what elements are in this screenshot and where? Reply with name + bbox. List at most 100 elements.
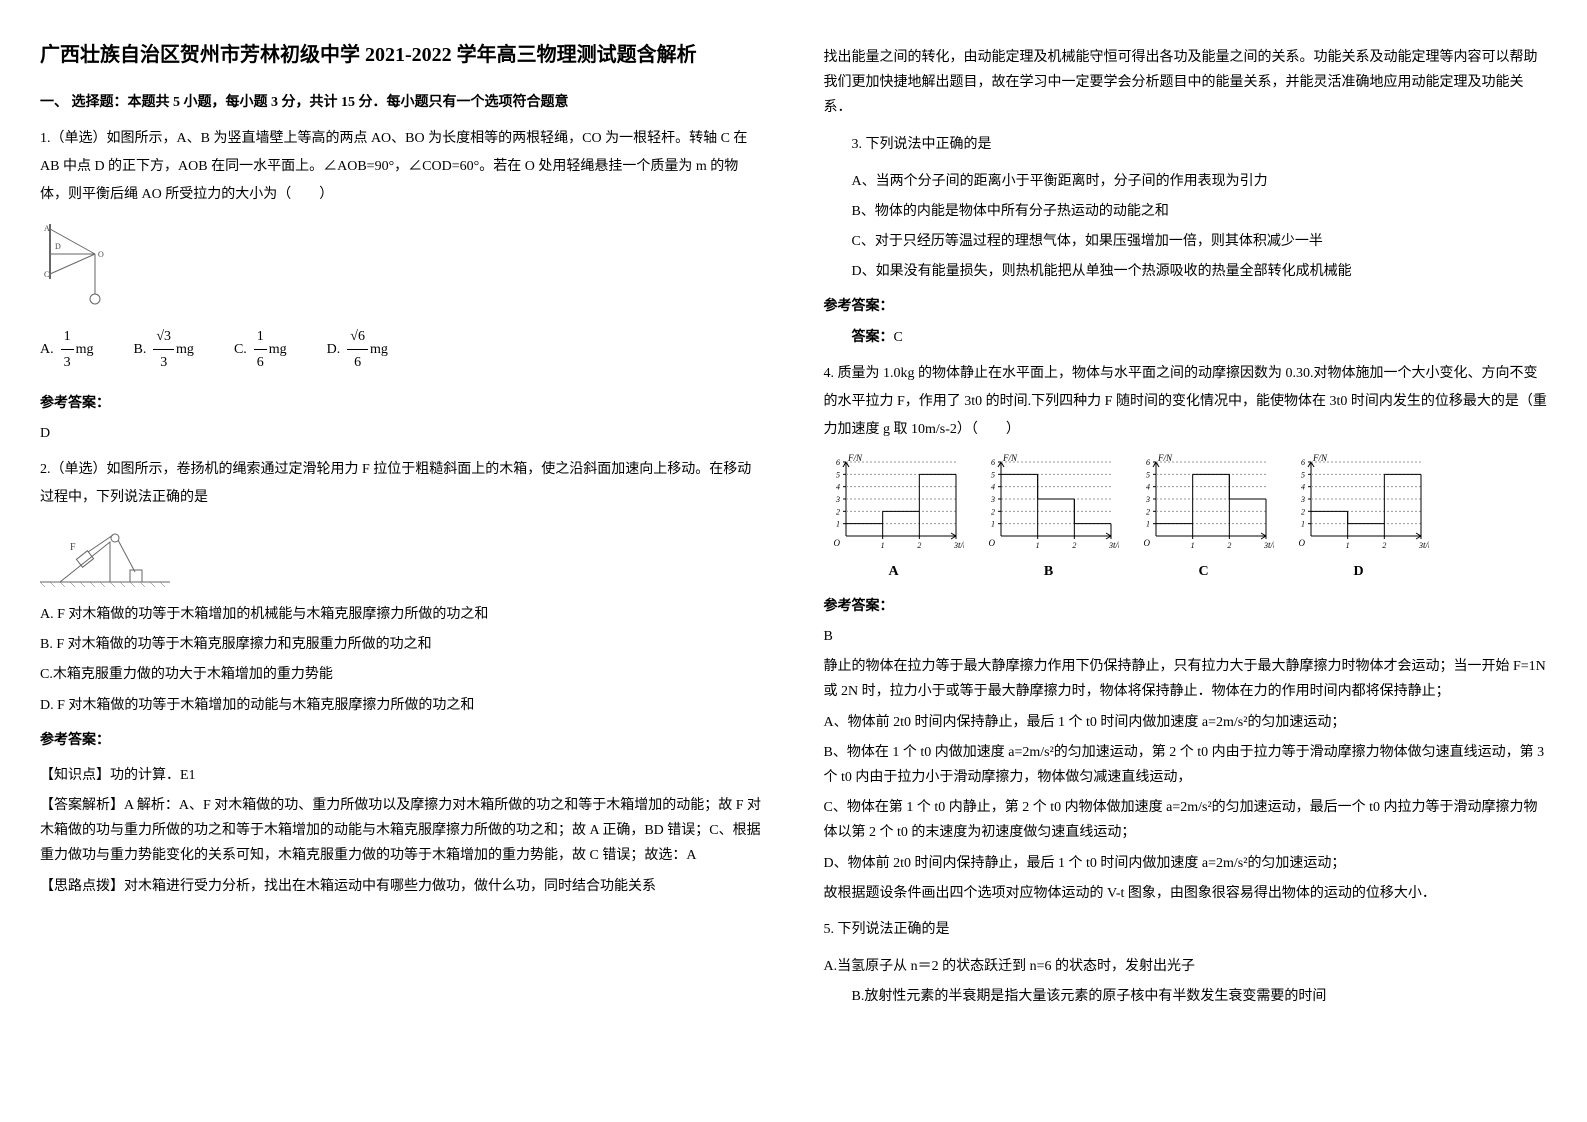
q3-answer-prefix: 答案： (852, 330, 894, 345)
q1-optA-label: A. (40, 337, 54, 362)
svg-text:6: 6 (991, 458, 995, 467)
svg-text:3: 3 (990, 495, 995, 504)
q2-optD: D. F 对木箱做的功等于木箱增加的动能与木箱克服摩擦力所做的功之和 (40, 693, 764, 718)
svg-text:4: 4 (1146, 482, 1150, 491)
svg-text:1: 1 (1190, 541, 1194, 550)
q4-optD-suffix: 的匀加速运动； (1247, 856, 1345, 871)
q3-answer-label: 参考答案： (824, 294, 1548, 319)
q1-answer: D (40, 421, 764, 446)
q4-optD-text: D、物体前 2t0 时间内保持静止，最后 1 个 t0 时间内做加速度 a=2 (824, 856, 1224, 871)
q1-options: A. 13 mg B. √33 mg C. 16 mg D. √66 mg (40, 324, 764, 375)
q4-optC-text: C、物体在第 1 个 t0 内静止，第 2 个 t0 内物体做加速度 a=2 (824, 800, 1188, 815)
svg-text:5: 5 (1301, 470, 1305, 479)
q4-conclusion: 故根据题设条件画出四个选项对应物体运动的 V-t 图象，由图象很容易得出物体的运… (824, 881, 1548, 906)
svg-text:3: 3 (835, 495, 840, 504)
q5-text: 5. 下列说法正确的是 (824, 916, 1548, 944)
q4-optA-suffix: 的匀加速运动； (1247, 715, 1345, 730)
q1-optA-num: 1 (61, 324, 74, 350)
q1-optD-den: 6 (347, 350, 368, 375)
q4-chartA-label: A (824, 559, 964, 584)
q2-knowledge: 【知识点】功的计算．E1 (40, 763, 764, 788)
q4-chartC-label: C (1134, 559, 1274, 584)
svg-text:F: F (70, 542, 76, 553)
q1-optA-suffix: mg (76, 337, 94, 362)
q2-analysis: 【答案解析】A 解析：A、F 对木箱做的功、重力所做功以及摩擦力对木箱所做的功之… (40, 793, 764, 869)
svg-text:F/N: F/N (1002, 454, 1018, 463)
svg-text:t/t₀: t/t₀ (1268, 540, 1274, 550)
svg-text:2: 2 (836, 507, 840, 516)
svg-text:3: 3 (1300, 495, 1305, 504)
q4-chartB-label: B (979, 559, 1119, 584)
svg-text:4: 4 (836, 482, 840, 491)
q4-chartD-label: D (1289, 559, 1429, 584)
q4-chartD: 123456123F/Nt/t₀O D (1289, 454, 1429, 584)
q4-analysis: 静止的物体在拉力等于最大静摩擦力作用下仍保持静止，只有拉力大于最大静摩擦力时物体… (824, 654, 1548, 704)
q1-optA-den: 3 (61, 350, 74, 375)
svg-text:t/t₀: t/t₀ (1423, 540, 1429, 550)
q3-optB: B、物体的内能是物体中所有分子热运动的动能之和 (824, 199, 1548, 224)
q4-answer: B (824, 624, 1548, 649)
section1-title: 一、 选择题：本题共 5 小题，每小题 3 分，共计 15 分．每小题只有一个选… (40, 90, 764, 115)
svg-text:F/N: F/N (847, 454, 863, 463)
svg-text:1: 1 (1301, 519, 1305, 528)
svg-text:2: 2 (1382, 541, 1386, 550)
svg-text:6: 6 (1301, 458, 1305, 467)
svg-text:1: 1 (836, 519, 840, 528)
svg-text:D: D (55, 242, 61, 251)
svg-text:5: 5 (991, 470, 995, 479)
svg-text:2: 2 (1227, 541, 1231, 550)
q1-optD: D. √66 mg (327, 324, 388, 375)
svg-text:2: 2 (1072, 541, 1076, 550)
q1-optD-label: D. (327, 337, 341, 362)
q4-optA-text: A、物体前 2t0 时间内保持静止，最后 1 个 t0 时间内做加速度 a=2 (824, 715, 1224, 730)
q2-answer-label: 参考答案： (40, 728, 764, 753)
q2-optC: C.木箱克服重力做的功大于木箱增加的重力势能 (40, 662, 764, 687)
q4-answer-label: 参考答案： (824, 594, 1548, 619)
q5-optB: B.放射性元素的半衰期是指大量该元素的原子核中有半数发生衰变需要的时间 (824, 984, 1548, 1009)
svg-text:1: 1 (1345, 541, 1349, 550)
svg-text:2: 2 (1146, 507, 1150, 516)
page-title: 广西壮族自治区贺州市芳林初级中学 2021-2022 学年高三物理测试题含解析 (40, 40, 764, 70)
q2-diagram: F (40, 522, 170, 592)
svg-text:1: 1 (880, 541, 884, 550)
q4-optC-unit: m/s² (1187, 800, 1211, 815)
q3-text: 3. 下列说法中正确的是 (824, 131, 1548, 159)
q1-answer-label: 参考答案： (40, 391, 764, 416)
svg-text:A: A (44, 224, 50, 233)
q1-optC: C. 16 mg (234, 324, 287, 375)
svg-text:1: 1 (991, 519, 995, 528)
q1-diagram: A O D C (40, 219, 140, 309)
svg-text:3: 3 (1145, 495, 1150, 504)
q1-optB-num: √3 (153, 324, 174, 350)
q1-optA: A. 13 mg (40, 324, 94, 375)
q3-optD: D、如果没有能量损失，则热机能把从单独一个热源吸收的热量全部转化成机械能 (824, 259, 1548, 284)
q3-answer: C (894, 330, 903, 345)
svg-text:t/t₀: t/t₀ (958, 540, 964, 550)
q3-optC: C、对于只经历等温过程的理想气体，如果压强增加一倍，则其体积减少一半 (824, 229, 1548, 254)
q4-optB-unit: m/s² (1029, 745, 1053, 760)
q1-optB: B. √33 mg (134, 324, 194, 375)
q4-optD-unit: m/s² (1223, 856, 1247, 871)
q2-optB: B. F 对木箱做的功等于木箱克服摩擦力和克服重力所做的功之和 (40, 632, 764, 657)
svg-text:F/N: F/N (1157, 454, 1173, 463)
q4-chartC: 123456123F/Nt/t₀O C (1134, 454, 1274, 584)
q1-optC-den: 6 (254, 350, 267, 375)
svg-text:2: 2 (1301, 507, 1305, 516)
q4-chartA: 123456123F/Nt/t₀O A (824, 454, 964, 584)
svg-text:O: O (1143, 538, 1150, 548)
svg-text:F/N: F/N (1312, 454, 1328, 463)
svg-text:2: 2 (991, 507, 995, 516)
svg-text:6: 6 (1146, 458, 1150, 467)
svg-text:4: 4 (1301, 482, 1305, 491)
q2-thought: 【思路点拨】对木箱进行受力分析，找出在木箱运动中有哪些力做功，做什么功，同时结合… (40, 874, 764, 899)
q1-optC-num: 1 (254, 324, 267, 350)
q1-optD-num: √6 (347, 324, 368, 350)
svg-text:O: O (988, 538, 995, 548)
svg-text:6: 6 (836, 458, 840, 467)
svg-text:O: O (1298, 538, 1305, 548)
svg-text:O: O (833, 538, 840, 548)
svg-text:2: 2 (917, 541, 921, 550)
q4-charts: 123456123F/Nt/t₀O A 123456123F/Nt/t₀O B … (824, 454, 1548, 584)
svg-text:5: 5 (836, 470, 840, 479)
col2-intro: 找出能量之间的转化，由动能定理及机械能守恒可得出各功及能量之间的关系。功能关系及… (824, 45, 1548, 121)
